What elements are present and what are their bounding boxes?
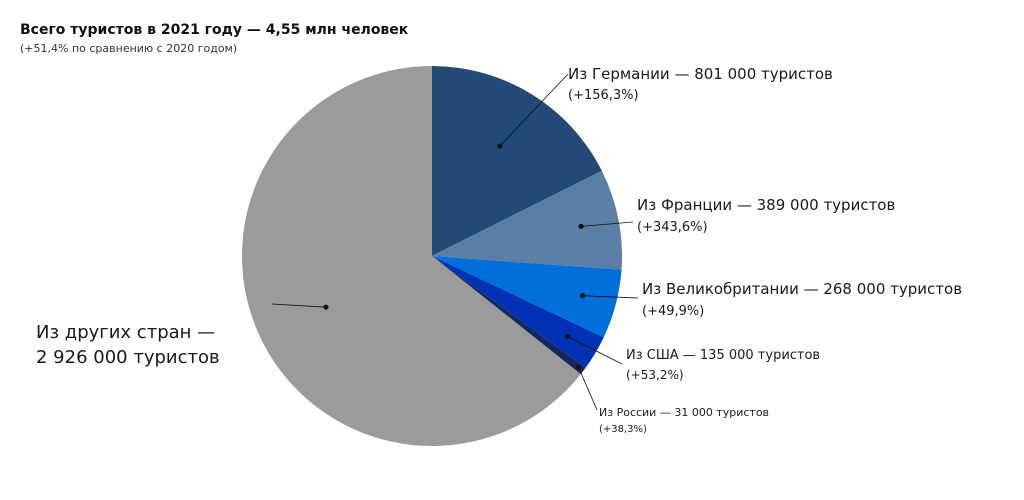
leader-dot-russia <box>576 364 582 371</box>
change-usa: (+53,2%) <box>626 368 684 382</box>
label-others: Из других стран — <box>36 322 215 343</box>
pie-slice-usa <box>432 256 604 368</box>
label-usa: Из США — 135 000 туристов <box>626 348 820 363</box>
pie-slices <box>242 66 623 446</box>
leader-line-others <box>271 303 326 308</box>
change-russia: (+38,3%) <box>599 424 647 435</box>
leader-line-russia <box>578 367 598 411</box>
leader-lines <box>271 73 639 411</box>
label-russia: Из России — 31 000 туристов <box>599 406 769 419</box>
change-uk: (+49,9%) <box>642 304 704 319</box>
change-germany: (+156,3%) <box>568 88 639 103</box>
pie-slice-france <box>432 170 623 270</box>
label-france: Из Франции — 389 000 туристов <box>637 196 895 214</box>
change-france: (+343,6%) <box>637 220 708 235</box>
label-germany: Из Германии — 801 000 туристов <box>568 65 833 83</box>
chart-title: Всего туристов в 2021 году — 4,55 млн че… <box>20 22 409 38</box>
leader-dot-usa <box>565 333 571 340</box>
leader-dot-germany <box>497 143 503 149</box>
label-others-line2: 2 926 000 туристов <box>36 347 220 368</box>
leader-line-usa <box>567 336 623 365</box>
leader-line-germany <box>499 73 569 147</box>
pie-slice-germany <box>432 66 602 256</box>
pie-slice-uk <box>432 256 622 338</box>
leader-dot-france <box>578 223 584 229</box>
leader-line-uk <box>582 295 639 299</box>
leader-line-france <box>581 221 634 227</box>
leader-dot-uk <box>580 293 586 299</box>
chart-subtitle: (+51,4% по сравнению с 2020 годом) <box>20 42 237 55</box>
pie-slice-others <box>242 66 581 446</box>
label-uk: Из Великобритании — 268 000 туристов <box>642 280 962 298</box>
pie-slice-russia <box>432 256 586 375</box>
leader-dot-others <box>323 304 329 310</box>
